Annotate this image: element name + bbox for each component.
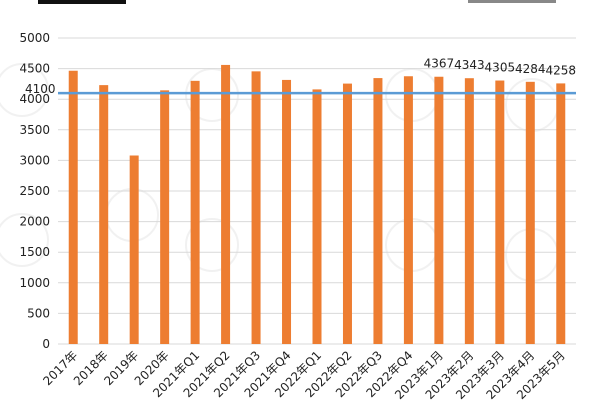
reference-line-group: 4100: [25, 82, 576, 96]
y-tick-label: 1500: [19, 245, 50, 259]
bar: [129, 155, 139, 344]
watermark-stamp: [0, 213, 49, 267]
y-tick-label: 4000: [19, 92, 50, 106]
bar: [403, 76, 413, 344]
data-label: 4305: [485, 61, 516, 75]
cropped-subtitle-fragment: [468, 0, 556, 3]
y-tick-label: 5000: [19, 31, 50, 45]
bar: [312, 89, 322, 345]
x-axis-ticks: 2017年2018年2019年2020年2021年Q12021年Q22021年Q…: [40, 348, 568, 400]
y-tick-label: 2500: [19, 184, 50, 198]
bar: [434, 76, 444, 345]
bar: [495, 80, 505, 344]
y-tick-label: 4500: [19, 62, 50, 76]
watermark-layer: [0, 63, 559, 282]
y-tick-label: 3500: [19, 123, 50, 137]
y-tick-label: 3000: [19, 153, 50, 167]
y-tick-label: 500: [27, 306, 50, 320]
bar: [556, 83, 566, 344]
bar: [373, 78, 383, 344]
data-label: 4343: [454, 58, 485, 72]
bar: [160, 90, 170, 345]
data-label: 4284: [515, 62, 546, 76]
bar: [342, 83, 352, 345]
bar: [221, 64, 231, 344]
data-labels: 4367 4343 4305 4284 4258: [424, 57, 576, 78]
cropped-title-fragment: [38, 0, 126, 4]
bar: [99, 85, 109, 345]
y-axis-ticks: 0 500 1000 1500 2000 2500 3000 3500 4000 4500 5000: [19, 31, 50, 351]
bar: [68, 70, 78, 344]
bar: [251, 71, 261, 344]
y-tick-label: 2000: [19, 215, 50, 229]
watermark-stamp: [0, 63, 49, 117]
cropped-header: [38, 0, 556, 4]
watermark-stamp: [185, 218, 239, 272]
y-tick-label: 1000: [19, 276, 50, 290]
y-tick-label: 0: [42, 337, 50, 351]
bar: [525, 81, 535, 344]
bar: [190, 80, 200, 344]
data-label: 4367: [424, 57, 455, 71]
bar: [464, 78, 474, 344]
reference-line-label: 4100: [25, 82, 56, 96]
data-label: 4258: [545, 63, 576, 77]
bar: [282, 79, 292, 344]
bar-series: [68, 64, 566, 345]
